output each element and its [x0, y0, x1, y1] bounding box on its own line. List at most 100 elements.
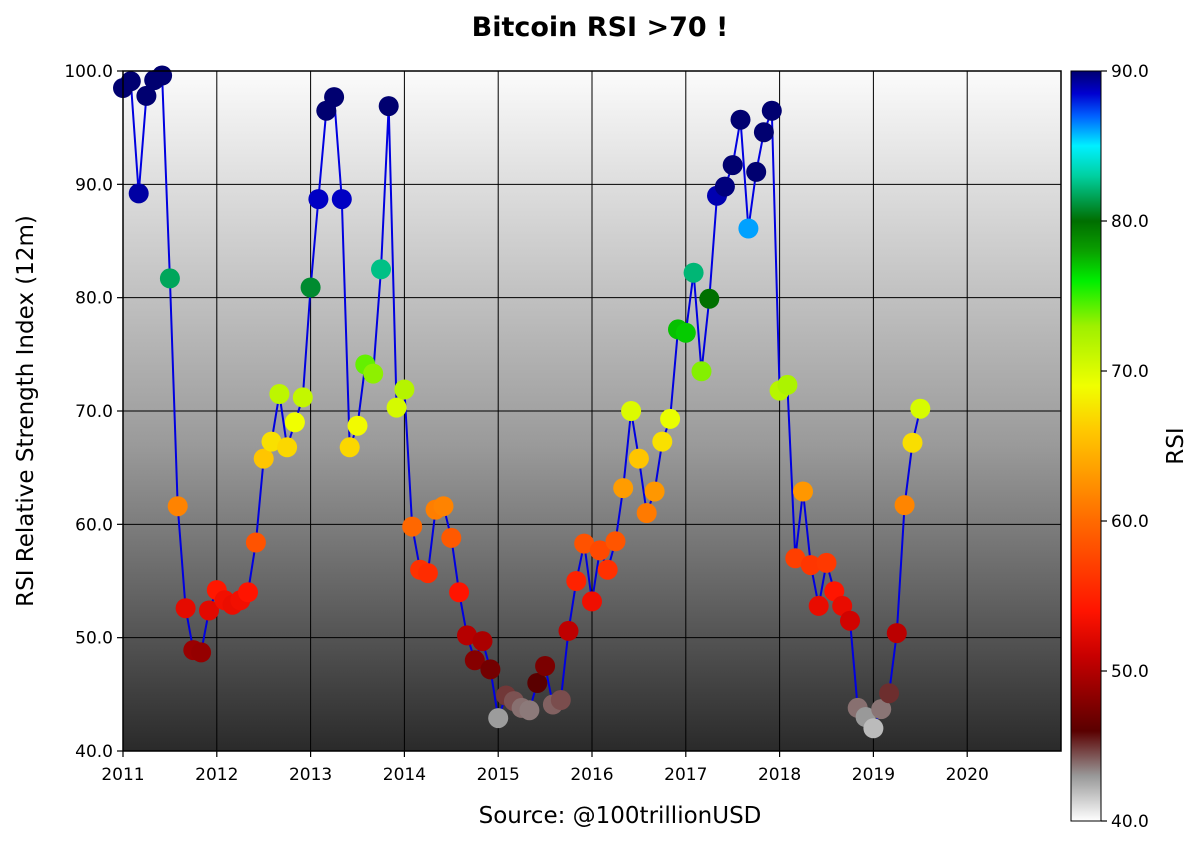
data-point [808, 595, 829, 616]
data-point [910, 398, 931, 419]
data-point [261, 431, 282, 452]
data-points [113, 65, 931, 739]
data-point [472, 631, 493, 652]
colorbar-tick-label: 40.0 [1111, 812, 1149, 832]
x-tick-label: 2015 [477, 765, 520, 785]
data-point [636, 503, 657, 523]
data-point [574, 533, 595, 554]
data-point [902, 432, 923, 453]
data-point [253, 448, 274, 469]
data-point [371, 259, 391, 280]
data-point [527, 673, 548, 693]
data-point [394, 379, 415, 400]
data-point [347, 415, 368, 436]
data-point [120, 71, 141, 92]
data-point [433, 496, 454, 517]
data-point [894, 495, 915, 516]
colorbar-title: RSI [1163, 427, 1189, 464]
y-tick-label: 70.0 [75, 402, 113, 422]
data-point [840, 610, 860, 631]
data-point [535, 656, 556, 676]
data-point [128, 183, 149, 204]
data-point [566, 571, 587, 591]
data-point [324, 87, 345, 108]
y-axis: 40.0 50.0 60.0 70.0 80.0 90.0 100.0 [64, 62, 123, 762]
data-point [675, 322, 696, 343]
data-point [159, 268, 180, 289]
data-point [175, 598, 196, 619]
data-point [613, 478, 634, 499]
data-point [832, 595, 853, 616]
data-point [777, 374, 798, 395]
y-tick-label: 80.0 [75, 289, 113, 309]
y-tick-label: 100.0 [64, 62, 113, 82]
data-point [879, 683, 900, 704]
y-tick-label: 60.0 [75, 515, 113, 535]
data-point [863, 718, 884, 739]
y-tick-label: 90.0 [75, 175, 113, 195]
data-point [519, 700, 540, 721]
colorbar-tick-label: 90.0 [1111, 62, 1149, 82]
data-point [464, 650, 485, 671]
x-tick-label: 2018 [758, 765, 801, 785]
data-point [628, 448, 649, 469]
data-point [308, 189, 329, 210]
data-point [714, 176, 735, 197]
data-point [480, 659, 501, 680]
x-tick-label: 2013 [289, 765, 332, 785]
data-point [558, 620, 579, 641]
x-axis: 2011 2012 2013 2014 2015 2016 2017 2018 2019 2020 [101, 751, 989, 785]
colorbar-tick-label: 50.0 [1111, 662, 1149, 682]
data-point [488, 708, 509, 729]
data-point [824, 581, 845, 602]
x-tick-label: 2019 [852, 765, 895, 785]
data-point [363, 363, 384, 384]
colorbar-ticks: 40.0 50.0 60.0 70.0 80.0 90.0 [1101, 62, 1149, 832]
colorbar: 40.0 50.0 60.0 70.0 80.0 90.0 RSI [1070, 62, 1189, 832]
colorbar-gradient [1070, 70, 1102, 822]
data-point [793, 481, 813, 502]
chart-title: Bitcoin RSI >70 ! [471, 12, 729, 43]
data-point [339, 437, 360, 458]
y-axis-title: RSI Relative Strength Index (12m) [13, 215, 39, 607]
data-point [136, 85, 157, 106]
data-point [644, 481, 665, 502]
data-point [199, 600, 219, 621]
data-point [800, 555, 821, 576]
data-point [886, 623, 907, 644]
data-point [441, 527, 462, 548]
y-tick-label: 40.0 [75, 742, 113, 762]
data-point [284, 412, 305, 433]
data-point [746, 161, 767, 182]
data-point [152, 65, 173, 86]
data-point [245, 532, 266, 553]
data-point [785, 548, 806, 569]
colorbar-tick-label: 80.0 [1111, 212, 1149, 232]
x-tick-label: 2014 [383, 765, 426, 785]
data-point [753, 122, 774, 143]
x-tick-label: 2016 [570, 765, 613, 785]
data-point [238, 582, 258, 603]
data-point [300, 277, 321, 298]
data-point [386, 397, 407, 418]
colorbar-tick-label: 70.0 [1111, 362, 1149, 382]
data-point [730, 109, 751, 130]
data-point [402, 516, 423, 537]
data-point [761, 100, 782, 121]
data-point [816, 552, 837, 573]
x-tick-label: 2012 [195, 765, 238, 785]
data-point [378, 96, 399, 117]
data-point [167, 496, 188, 517]
data-point [292, 387, 313, 408]
data-point [691, 361, 712, 382]
x-axis-title: Source: @100trillionUSD [478, 803, 762, 829]
data-point [417, 563, 438, 584]
x-tick-label: 2020 [946, 765, 989, 785]
data-point [605, 531, 626, 552]
data-point [277, 437, 298, 458]
data-point [652, 431, 673, 452]
data-point [582, 591, 602, 612]
data-point [597, 559, 618, 580]
colorbar-tick-label: 60.0 [1111, 512, 1149, 532]
